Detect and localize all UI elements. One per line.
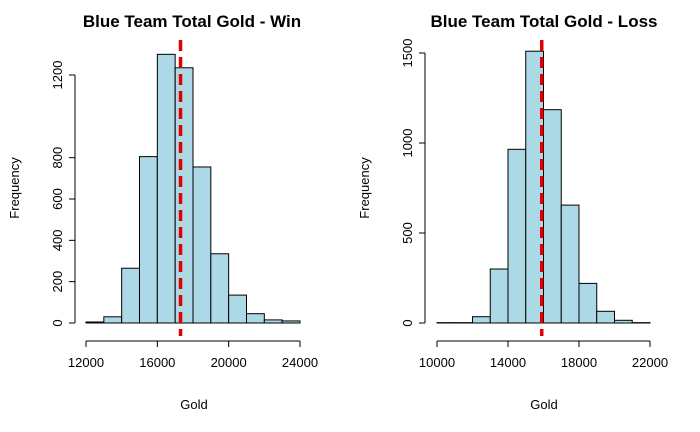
panel-loss-x-axis: 10000 14000 18000 22000 [419, 340, 668, 370]
y-tick-label: 1200 [50, 61, 65, 90]
histogram-bar [543, 109, 562, 324]
panel-loss-ylabel: Frequency [357, 157, 372, 219]
panel-loss-xlabel: Gold [530, 397, 557, 412]
y-tick-label: 1500 [400, 39, 415, 68]
panel-win-ylabel: Frequency [7, 157, 22, 219]
histogram-bar [156, 53, 176, 324]
panel-win: Blue Team Total Gold - Win Gold Frequenc… [7, 12, 318, 412]
panel-loss: Blue Team Total Gold - Loss Gold Frequen… [357, 12, 668, 412]
x-tick-label: 22000 [632, 355, 668, 370]
histogram-bar [121, 267, 140, 324]
histogram-bar [263, 319, 283, 324]
histogram-bar [614, 319, 633, 324]
histogram-bar [246, 313, 265, 324]
y-tick-label: 200 [50, 271, 65, 293]
x-tick-label: 24000 [282, 355, 318, 370]
histogram-bar [139, 156, 158, 324]
histogram-bar [596, 310, 615, 324]
histogram-bar [210, 253, 230, 324]
x-tick-label: 16000 [139, 355, 175, 370]
histogram-bar [560, 204, 580, 324]
y-tick-label: 800 [50, 147, 65, 169]
histogram-bar [85, 321, 105, 324]
y-tick-label: 400 [50, 229, 65, 251]
y-tick-label: 1000 [400, 129, 415, 158]
panel-win-title: Blue Team Total Gold - Win [83, 12, 301, 31]
x-tick-label: 12000 [68, 355, 104, 370]
panel-loss-y-axis: 0 500 1000 1500 [400, 39, 426, 327]
y-tick-label: 600 [50, 188, 65, 210]
histogram-bar [174, 67, 194, 324]
histogram-bar [281, 320, 301, 324]
histogram-bar [472, 316, 491, 324]
histogram-bar [228, 294, 247, 324]
panel-win-y-axis: 0 200 400 600 800 1200 [50, 61, 76, 327]
histogram-bar [489, 268, 509, 324]
histogram-bar [192, 166, 212, 324]
x-tick-label: 10000 [419, 355, 455, 370]
y-tick-label: 500 [400, 222, 415, 244]
histogram-bar [507, 148, 527, 324]
x-tick-label: 20000 [211, 355, 247, 370]
y-tick-label: 0 [400, 319, 415, 326]
panel-win-xlabel: Gold [180, 397, 207, 412]
x-tick-label: 18000 [561, 355, 597, 370]
panel-win-x-axis: 12000 16000 20000 24000 [68, 340, 318, 370]
histogram-bar [103, 316, 123, 324]
panel-loss-bars [436, 50, 651, 324]
panel-win-bars [85, 53, 301, 324]
panel-loss-title: Blue Team Total Gold - Loss [430, 12, 657, 31]
y-tick-label: 0 [50, 319, 65, 326]
histogram-bar [578, 282, 598, 324]
x-tick-label: 14000 [490, 355, 526, 370]
